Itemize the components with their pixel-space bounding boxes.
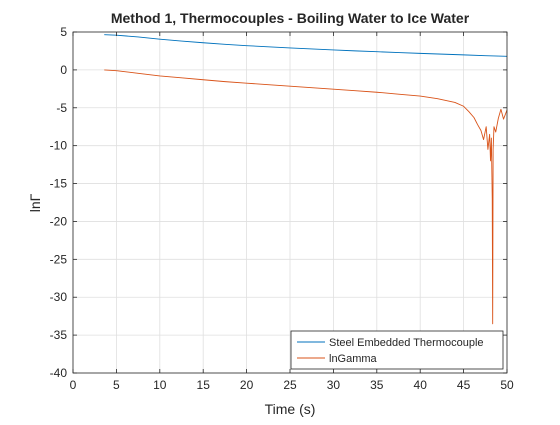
series-line-1 (104, 34, 508, 57)
y-tick-label: 0 (60, 63, 67, 77)
x-tick-label: 15 (197, 378, 211, 392)
y-tick-label: -15 (50, 177, 68, 191)
x-tick-label: 35 (370, 378, 384, 392)
series-lines (104, 34, 508, 325)
chart-title: Method 1, Thermocouples - Boiling Water … (111, 10, 470, 26)
legend: Steel Embedded Thermocouple lnGamma (290, 330, 504, 370)
legend-box (290, 330, 504, 370)
series-line-2 (104, 69, 508, 325)
x-tick-label: 50 (500, 378, 514, 392)
y-tick-label: -25 (50, 252, 68, 266)
x-tick-label: 0 (70, 378, 77, 392)
x-tick-label: 40 (414, 378, 428, 392)
legend-entry: Steel Embedded Thermocouple (329, 337, 484, 349)
x-tick-label: 10 (153, 378, 167, 392)
y-tick-label: -10 (50, 139, 68, 153)
x-axis-label: Time (s) (265, 401, 316, 417)
x-tick-label: 45 (457, 378, 471, 392)
x-tick-label: 30 (327, 378, 341, 392)
y-tick-label: -35 (50, 328, 68, 342)
y-tick-label: -5 (56, 101, 67, 115)
x-tick-label: 20 (240, 378, 254, 392)
axis-ticks: 0 5 10 15 20 25 30 35 40 45 5050-5-10-15-20-25-30-… (50, 25, 514, 392)
y-tick-label: -20 (50, 214, 68, 228)
y-tick-label: 5 (60, 25, 67, 39)
legend-entry: lnGamma (329, 353, 378, 365)
x-tick-label: 25 (283, 378, 297, 392)
y-axis-label: lnΓ (27, 193, 43, 212)
y-tick-label: -30 (50, 290, 68, 304)
x-tick-label: 5 (113, 378, 120, 392)
y-tick-label: -40 (50, 366, 68, 380)
